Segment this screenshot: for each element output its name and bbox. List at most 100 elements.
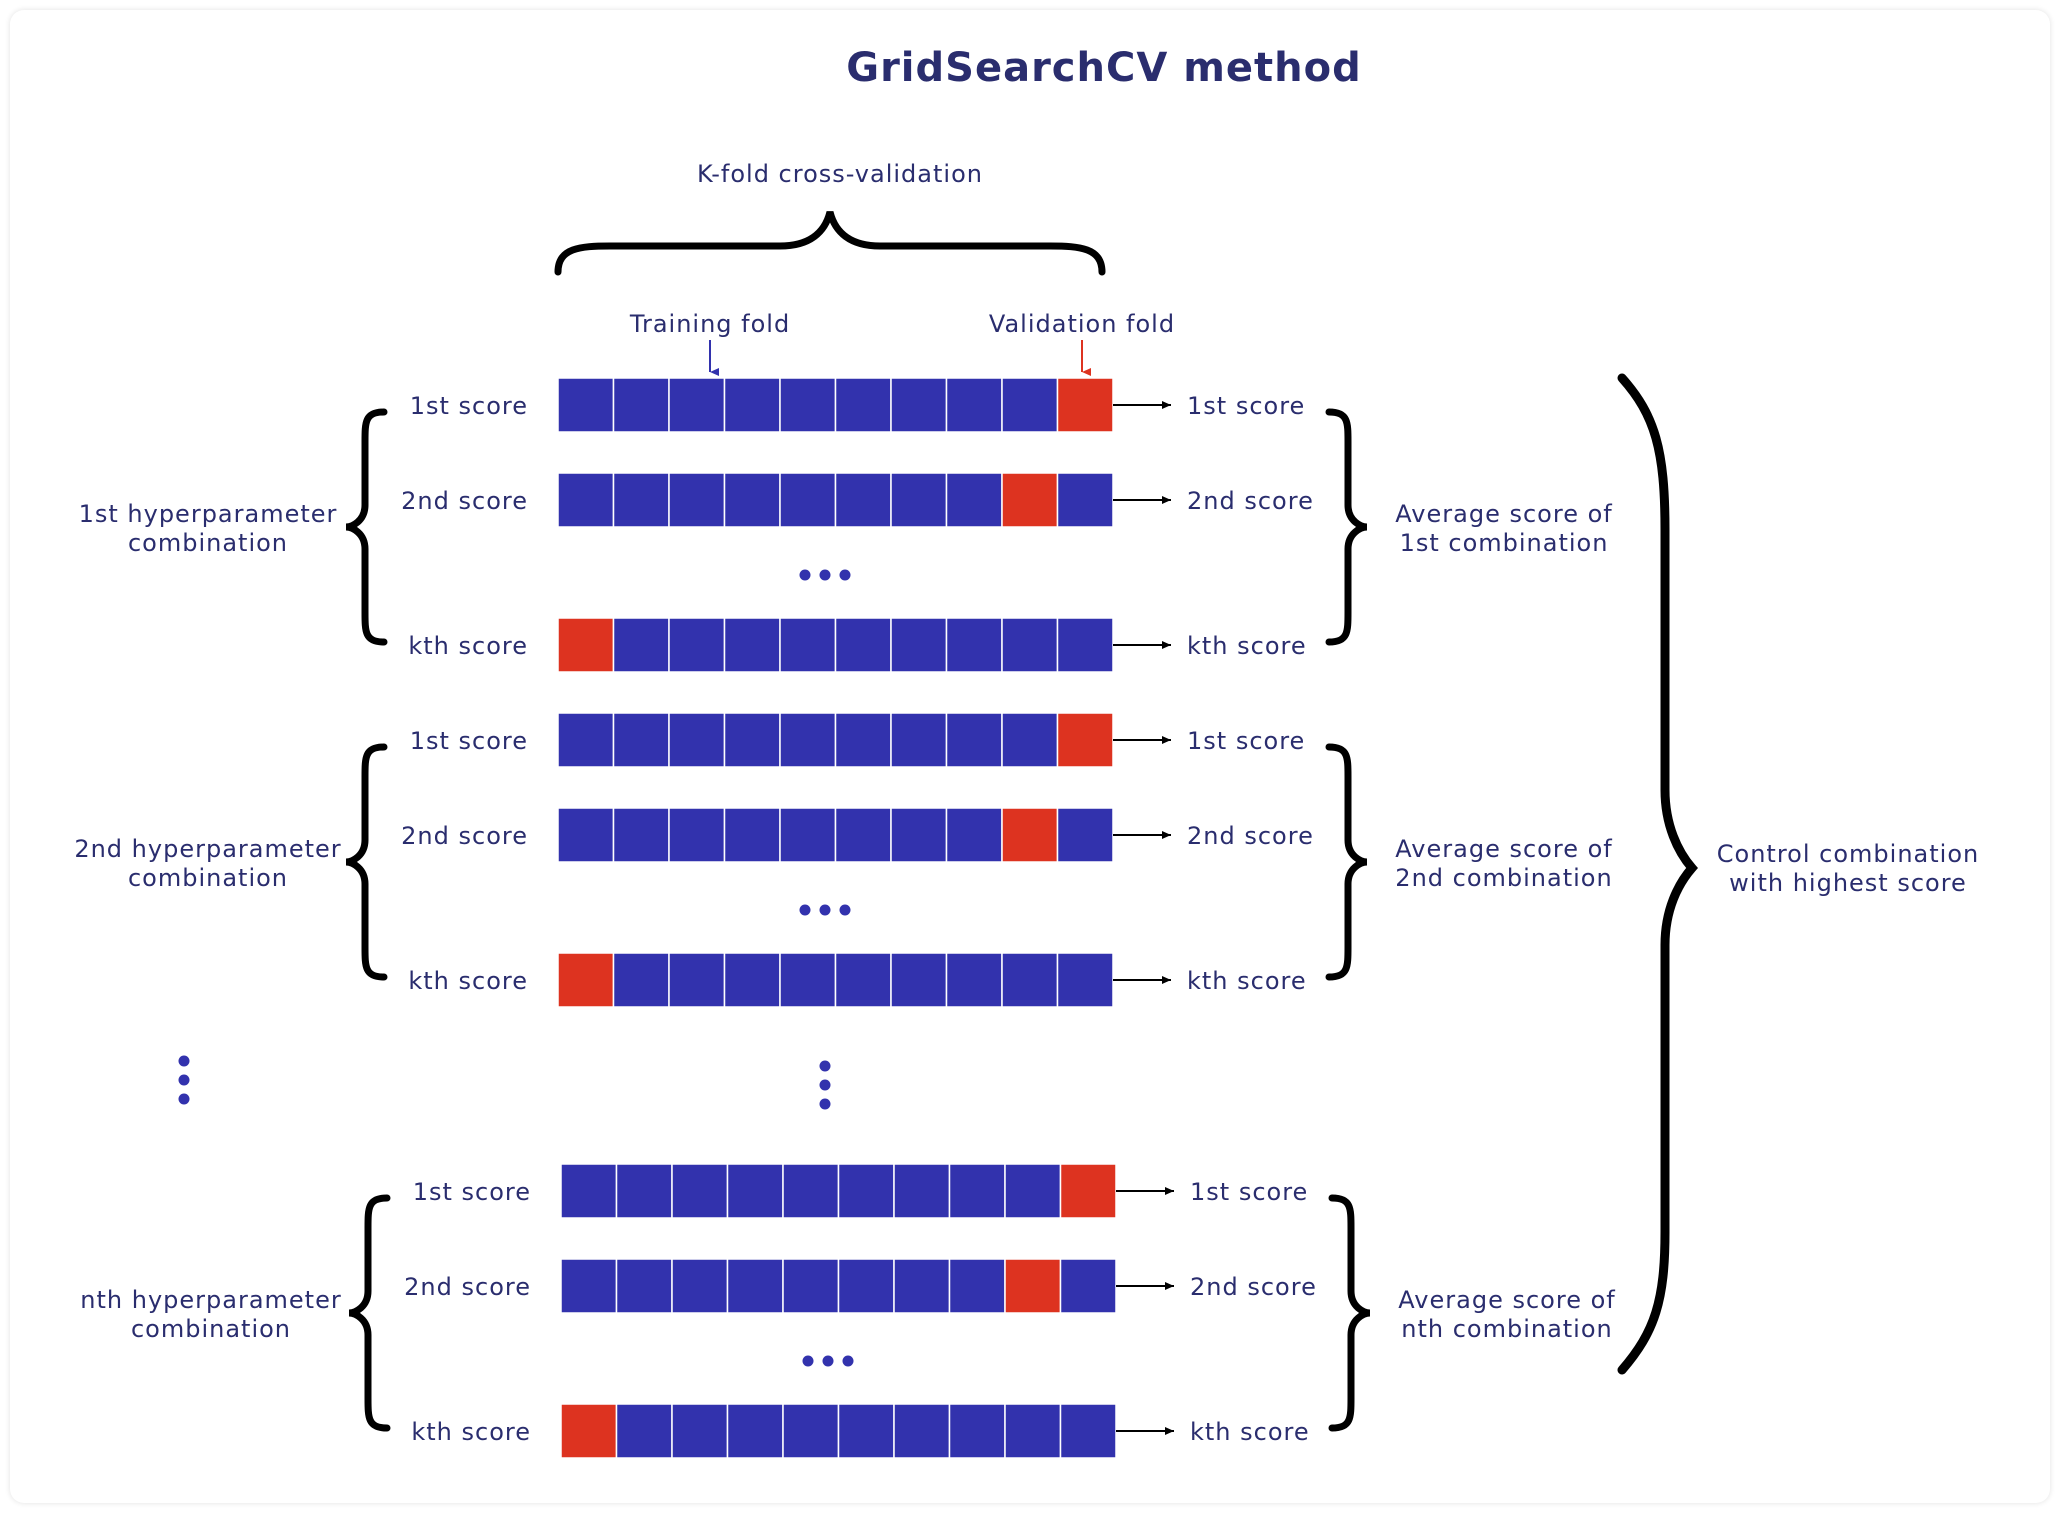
training-fold (782, 1403, 840, 1459)
training-fold (668, 617, 726, 673)
left-score-label: kth score (408, 967, 528, 995)
training-fold (671, 1403, 729, 1459)
training-fold (890, 807, 948, 863)
training-fold (671, 1258, 729, 1314)
left-score-label: kth score (408, 632, 528, 660)
right-brace (1328, 1194, 1371, 1432)
training-fold (837, 1163, 895, 1219)
right-score-label: 2nd score (1187, 822, 1314, 850)
training-fold (557, 712, 615, 768)
training-fold (1001, 712, 1059, 768)
training-fold (723, 712, 781, 768)
training-fold (560, 1258, 618, 1314)
training-fold (557, 377, 615, 433)
right-score-label: kth score (1187, 967, 1307, 995)
training-fold (1001, 377, 1059, 433)
left-brace (345, 408, 388, 646)
training-fold (723, 807, 781, 863)
right-score-label: 1st score (1187, 392, 1305, 420)
training-fold (1056, 617, 1114, 673)
combination-label-line2: combination (131, 1315, 291, 1343)
training-fold (834, 807, 892, 863)
combination-group-2: 1st score 1st score 2nd score 2nd score kth … (74, 712, 1612, 1008)
left-score-label: 1st score (410, 392, 528, 420)
dot (819, 1098, 831, 1110)
average-label-line1: Average score of (1398, 1286, 1615, 1314)
training-fold (668, 952, 726, 1008)
combination-label-line1: nth hyperparameter (80, 1286, 341, 1314)
average-label-line2: 2nd combination (1395, 864, 1612, 892)
training-fold (557, 472, 615, 528)
final-label-line1: Control combination (1717, 840, 1979, 868)
training-fold (893, 1163, 951, 1219)
training-fold (612, 952, 670, 1008)
dot (799, 569, 811, 581)
fold-row: 2nd score 2nd score (401, 807, 1314, 863)
fold-row: kth score kth score (408, 617, 1307, 673)
training-fold (1004, 1403, 1062, 1459)
training-fold (671, 1163, 729, 1219)
validation-fold (1001, 807, 1059, 863)
average-label-line2: 1st combination (1400, 529, 1609, 557)
validation-fold (557, 617, 615, 673)
training-fold (893, 1403, 951, 1459)
dot (839, 569, 851, 581)
training-fold (668, 807, 726, 863)
dot (822, 1355, 834, 1367)
final-brace (1617, 373, 1698, 1375)
training-fold (1056, 952, 1114, 1008)
training-fold (948, 1403, 1006, 1459)
right-score-label: 2nd score (1190, 1273, 1317, 1301)
right-brace (1325, 743, 1368, 981)
training-fold (615, 1258, 673, 1314)
training-fold (945, 712, 1003, 768)
combination-label-line2: combination (128, 864, 288, 892)
left-score-label: 1st score (413, 1178, 531, 1206)
gridsearch-diagram: GridSearchCV method K-fold cross-validat… (74, 45, 1979, 1459)
right-score-label: kth score (1190, 1418, 1310, 1446)
average-label-line1: Average score of (1395, 500, 1612, 528)
training-fold (1001, 617, 1059, 673)
training-fold (890, 712, 948, 768)
training-fold (779, 712, 837, 768)
validation-fold (1004, 1258, 1062, 1314)
training-fold-label: Training fold (629, 310, 790, 338)
combination-groups: 1st score 1st score 2nd score 2nd score kth … (74, 377, 1615, 1459)
training-fold (1056, 472, 1114, 528)
left-brace (345, 743, 388, 981)
fold-row: kth score kth score (408, 952, 1307, 1008)
training-fold (779, 472, 837, 528)
training-fold (779, 807, 837, 863)
training-fold (726, 1403, 784, 1459)
training-fold (723, 952, 781, 1008)
combination-label-line1: 1st hyperparameter (79, 500, 338, 528)
training-fold (893, 1258, 951, 1314)
validation-fold-label: Validation fold (989, 310, 1175, 338)
diagram-title: GridSearchCV method (846, 45, 1362, 91)
training-fold (834, 377, 892, 433)
left-score-label: 2nd score (404, 1273, 531, 1301)
right-score-label: kth score (1187, 632, 1307, 660)
training-fold (834, 617, 892, 673)
kfold-label: K-fold cross-validation (697, 160, 983, 188)
center-vertical-ellipsis (819, 1060, 831, 1110)
dot (799, 904, 811, 916)
training-fold (779, 617, 837, 673)
right-brace (1325, 408, 1368, 646)
dot (819, 1079, 831, 1091)
training-fold (945, 377, 1003, 433)
training-fold (945, 952, 1003, 1008)
left-vertical-ellipsis (178, 1055, 190, 1105)
training-fold (782, 1258, 840, 1314)
dot (839, 904, 851, 916)
validation-fold (1056, 377, 1114, 433)
training-fold (779, 952, 837, 1008)
diagram-canvas: GridSearchCV method K-fold cross-validat… (10, 10, 2050, 1503)
validation-fold (1001, 472, 1059, 528)
training-fold (668, 377, 726, 433)
training-fold (945, 807, 1003, 863)
left-score-label: 2nd score (401, 487, 528, 515)
training-fold (945, 617, 1003, 673)
training-fold (668, 712, 726, 768)
horizontal-ellipsis (802, 1355, 854, 1367)
